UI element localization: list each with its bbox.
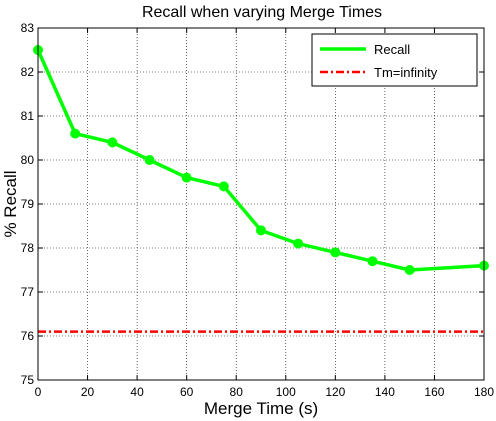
- series-layer: [33, 45, 489, 333]
- y-tick-label: 81: [21, 109, 35, 123]
- ticks: 0 20 40 60 80 100 120 140 160 180 75 76 77 78 79 80 81 82…: [21, 21, 495, 399]
- data-point: [70, 128, 81, 139]
- data-point: [256, 225, 266, 236]
- y-tick-label: 76: [21, 329, 35, 343]
- y-tick-label: 82: [21, 65, 35, 79]
- data-point: [218, 181, 229, 192]
- y-tick-label: 79: [21, 197, 35, 211]
- data-point: [181, 172, 192, 183]
- data-point: [367, 256, 378, 267]
- x-tick-label: 60: [180, 385, 194, 399]
- y-tick-label: 75: [21, 373, 35, 387]
- x-tick-label: 0: [35, 385, 42, 399]
- data-point: [330, 247, 341, 258]
- x-tick-label: 20: [81, 385, 95, 399]
- data-point: [144, 155, 155, 165]
- x-tick-label: 180: [474, 385, 494, 399]
- grid: [38, 28, 484, 380]
- chart-title: Recall when varying Merge Times: [142, 4, 382, 21]
- y-tick-label: 80: [21, 153, 35, 167]
- legend-box: [311, 33, 478, 87]
- x-axis-label: Merge Time (s): [204, 399, 318, 418]
- y-axis-label: % Recall: [1, 170, 20, 237]
- y-tick-label: 77: [21, 285, 35, 299]
- data-point: [107, 137, 118, 148]
- legend-label-recall: Recall: [374, 42, 410, 57]
- x-tick-label: 160: [424, 385, 444, 399]
- x-tick-label: 80: [230, 385, 244, 399]
- y-tick-label: 83: [21, 21, 35, 35]
- x-tick-label: 100: [276, 385, 296, 399]
- data-point: [404, 265, 415, 275]
- x-tick-label: 120: [325, 385, 345, 399]
- y-tick-label: 78: [21, 241, 35, 255]
- data-point: [293, 238, 304, 249]
- x-tick-label: 140: [375, 385, 395, 399]
- x-tick-label: 40: [130, 385, 144, 399]
- legend: Recall Tm=infinity: [311, 33, 478, 87]
- legend-label-tm-infinity: Tm=infinity: [374, 65, 438, 80]
- series-line-recall: [36, 49, 485, 272]
